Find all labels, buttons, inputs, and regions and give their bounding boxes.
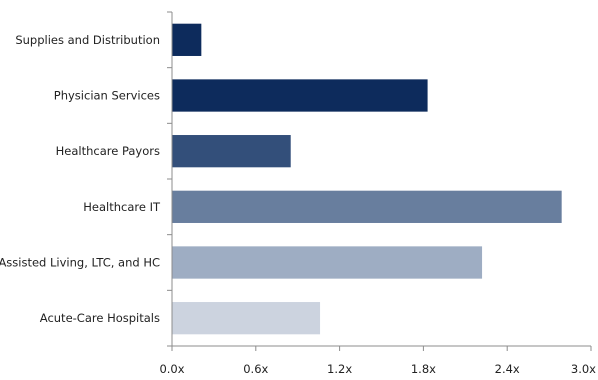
- category-label: Healthcare Payors: [56, 144, 160, 158]
- category-labels: Supplies and Distribution Physician Servi…: [0, 33, 161, 325]
- x-axis: 0.0x 0.6x 1.2x 1.8x 2.4x 3.0x: [159, 345, 596, 376]
- bar-1: [172, 79, 428, 112]
- category-label: Acute-Care Hospitals: [40, 311, 160, 325]
- category-label: Healthcare IT: [83, 200, 161, 214]
- category-label: Supplies and Distribution: [15, 33, 160, 47]
- y-axis: [167, 11, 173, 347]
- bars-group: [172, 23, 562, 335]
- x-tick-label: 2.4x: [495, 362, 520, 376]
- category-label: Assisted Living, LTC, and HC: [0, 256, 160, 270]
- bar-3: [172, 190, 562, 223]
- bar-0: [172, 23, 202, 56]
- x-tick-label: 0.6x: [243, 362, 268, 376]
- bar-2: [172, 135, 291, 168]
- bar-5: [172, 302, 321, 335]
- x-tick-label: 3.0x: [571, 362, 596, 376]
- category-label: Physician Services: [54, 89, 160, 103]
- x-tick-label: 0.0x: [159, 362, 184, 376]
- x-tick-label: 1.2x: [327, 362, 352, 376]
- x-tick-label: 1.8x: [411, 362, 436, 376]
- bar-4: [172, 246, 483, 279]
